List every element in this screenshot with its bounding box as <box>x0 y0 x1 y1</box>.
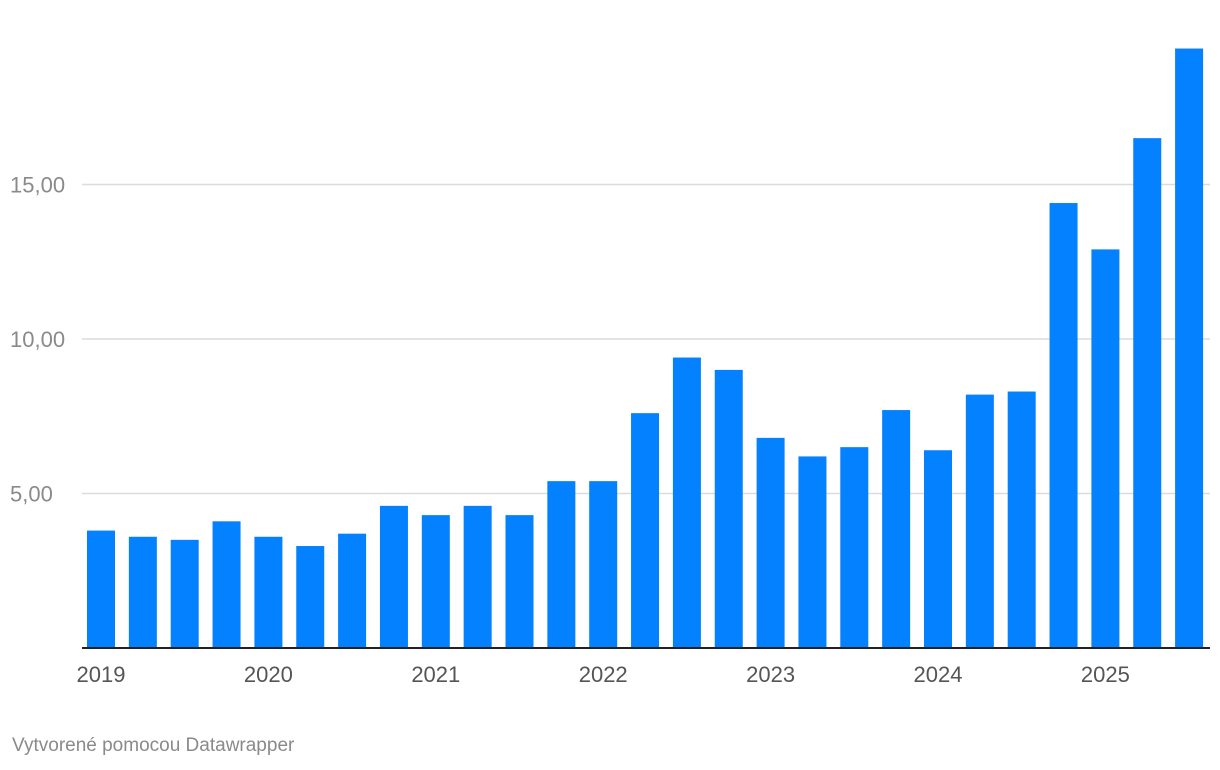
bar <box>87 530 115 648</box>
bar <box>714 369 743 648</box>
bar <box>882 410 911 648</box>
bar <box>296 546 325 648</box>
bar <box>1133 138 1162 648</box>
bar <box>170 539 199 648</box>
y-tick-label: 10,00 <box>10 327 65 352</box>
bar <box>840 447 869 648</box>
bar <box>672 357 701 648</box>
bar <box>379 505 408 648</box>
bar <box>1091 249 1120 648</box>
bar <box>212 521 241 648</box>
bar <box>128 536 157 648</box>
bar <box>631 413 660 648</box>
x-axis-labels: 2019 2020 2021 2022 2023 2024 2025 <box>77 662 1130 687</box>
bars <box>87 48 1204 649</box>
bar <box>1175 48 1204 649</box>
x-tick-label: 2020 <box>244 662 293 687</box>
y-axis-labels: 5,00 10,00 15,00 <box>10 173 65 507</box>
bar <box>547 481 576 648</box>
bar <box>798 456 827 648</box>
bar <box>338 533 367 648</box>
bar <box>589 481 618 648</box>
bar <box>1007 391 1036 648</box>
bar <box>965 394 994 648</box>
x-tick-label: 2019 <box>77 662 126 687</box>
y-tick-label: 15,00 <box>10 173 65 198</box>
y-tick-label: 5,00 <box>10 482 53 507</box>
x-tick-label: 2025 <box>1081 662 1130 687</box>
bar <box>756 437 785 648</box>
bar <box>463 505 492 648</box>
bar <box>1049 203 1078 649</box>
x-tick-label: 2022 <box>579 662 628 687</box>
bar <box>421 515 450 648</box>
bar <box>924 450 952 648</box>
bar <box>254 536 283 648</box>
bar <box>505 515 534 648</box>
x-tick-label: 2023 <box>746 662 795 687</box>
footer-credit: Vytvorené pomocou Datawrapper <box>12 735 295 756</box>
x-tick-label: 2021 <box>411 662 460 687</box>
x-tick-label: 2024 <box>914 662 963 687</box>
